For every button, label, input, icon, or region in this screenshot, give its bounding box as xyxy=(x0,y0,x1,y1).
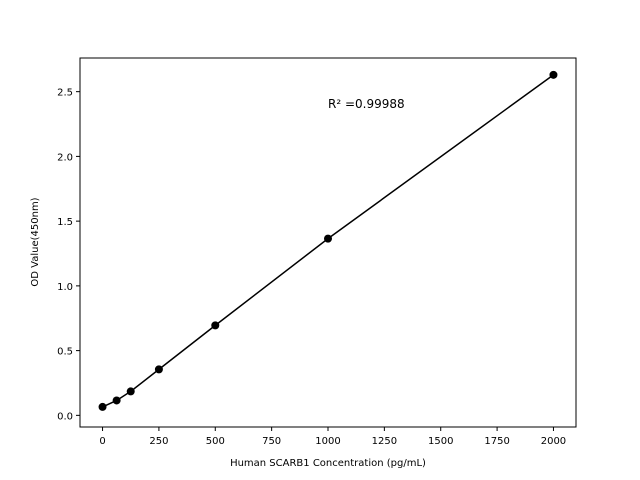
x-tick-label: 0 xyxy=(99,436,105,447)
y-tick-label: 0.0 xyxy=(57,411,73,422)
y-tick-label: 2.0 xyxy=(57,152,73,163)
data-point xyxy=(211,321,220,330)
x-tick-label: 1250 xyxy=(372,436,397,447)
data-point xyxy=(324,234,332,243)
x-axis-label: Human SCARB1 Concentration (pg/mL) xyxy=(230,458,426,469)
data-point xyxy=(126,387,135,396)
data-point xyxy=(112,396,121,405)
y-tick-label: 0.5 xyxy=(57,347,73,358)
y-tick-label: 1.5 xyxy=(57,217,73,228)
x-tick-label: 2000 xyxy=(541,436,566,447)
data-point xyxy=(549,70,558,79)
x-tick-label: 250 xyxy=(149,436,168,447)
y-tick-label: 2.5 xyxy=(57,88,73,99)
x-tick-label: 1750 xyxy=(484,436,509,447)
x-tick-label: 1500 xyxy=(428,436,453,447)
x-tick-label: 1000 xyxy=(315,436,340,447)
y-tick-label: 1.0 xyxy=(57,282,73,293)
data-point xyxy=(98,402,107,411)
y-axis-label: OD Value(450nm) xyxy=(30,197,41,286)
annotation: R² =0.99988 xyxy=(328,97,405,111)
data-point xyxy=(154,365,163,374)
x-tick-label: 500 xyxy=(206,436,225,447)
x-tick-label: 750 xyxy=(262,436,281,447)
